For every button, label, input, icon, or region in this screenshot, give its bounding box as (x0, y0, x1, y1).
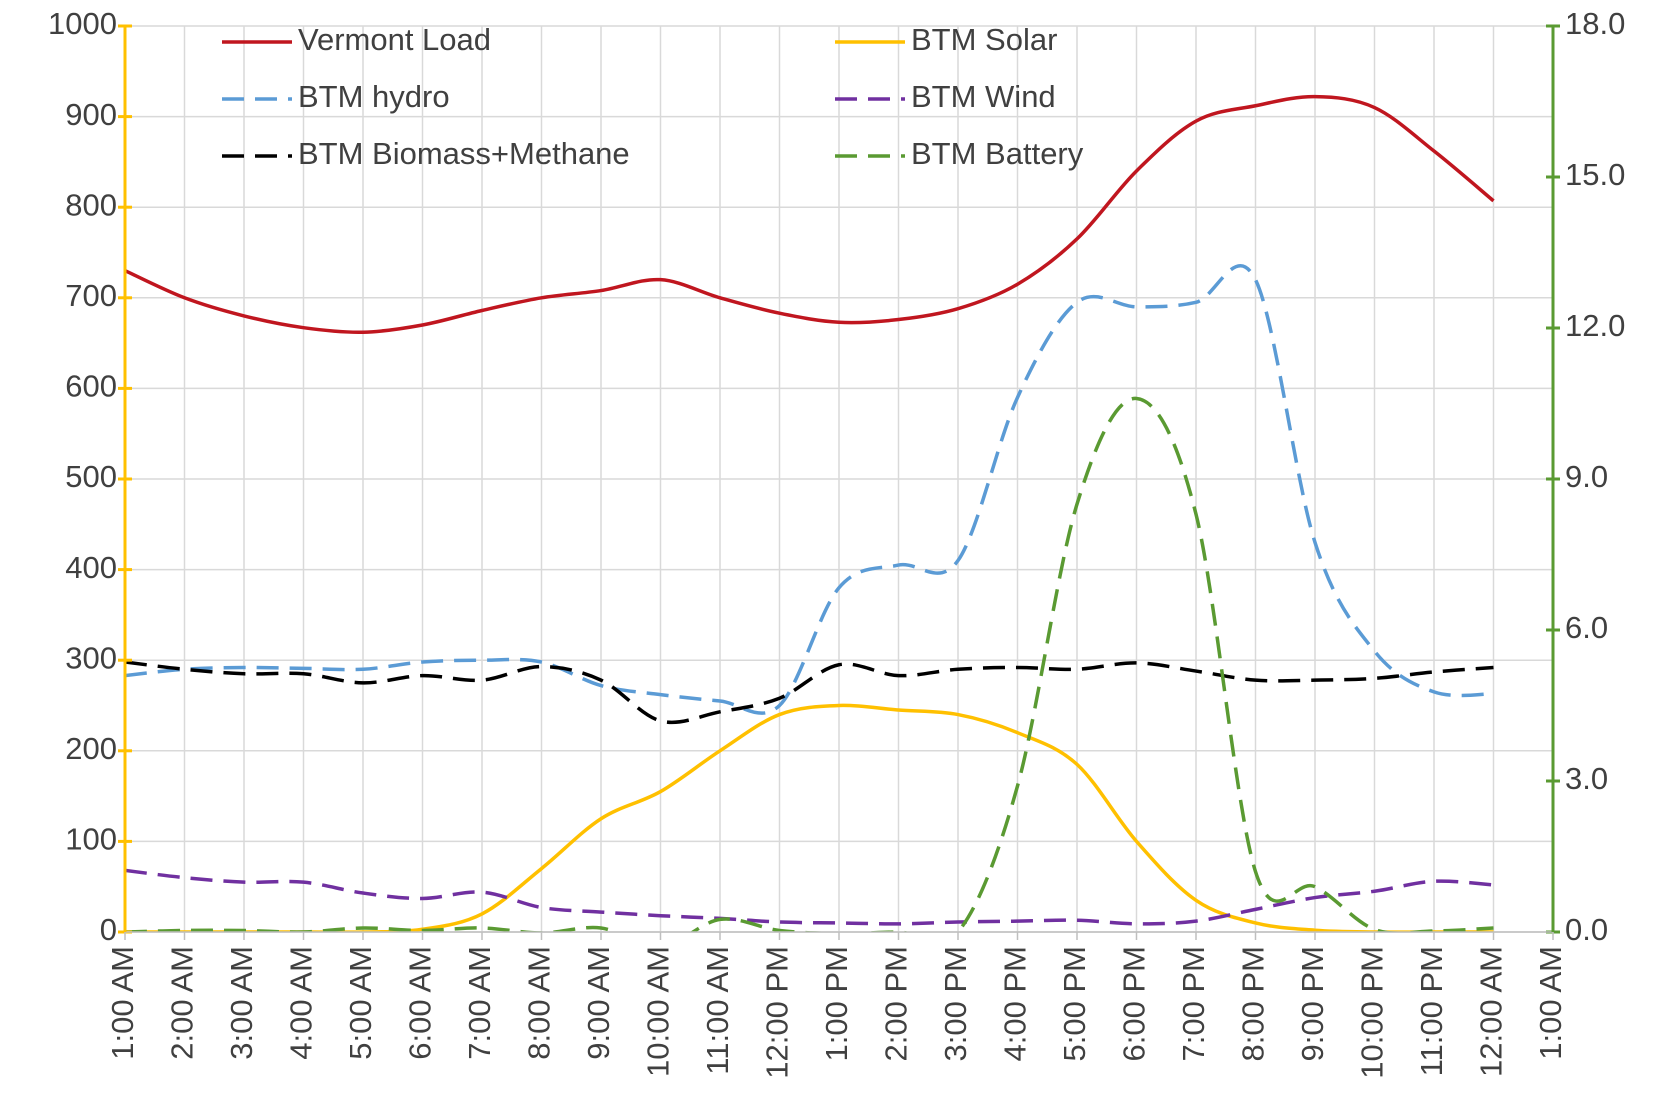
x-tick-label: 4:00 AM (284, 946, 319, 1060)
legend-label: BTM hydro (298, 79, 450, 114)
y2-tick-label: 9.0 (1565, 459, 1608, 494)
x-tick-label: 11:00 AM (700, 946, 735, 1075)
legend-label: BTM Wind (911, 79, 1056, 114)
x-tick-label: 9:00 PM (1295, 946, 1330, 1061)
x-tick-label: 1:00 PM (819, 946, 854, 1061)
x-tick-label: 5:00 AM (343, 946, 378, 1060)
y2-tick-label: 18.0 (1565, 6, 1625, 41)
series-line (125, 263, 1494, 715)
x-tick-label: 12:00 PM (760, 946, 795, 1079)
y2-tick-label: 12.0 (1565, 308, 1625, 343)
series-line (125, 94, 1495, 335)
y2-tick-label: 0.0 (1565, 912, 1608, 947)
y-tick-label: 0 (100, 912, 117, 947)
y-tick-label: 800 (65, 187, 117, 222)
x-tick-label: 7:00 AM (462, 946, 497, 1060)
x-tick-label: 11:00 PM (1414, 946, 1449, 1076)
y-tick-label: 900 (65, 97, 117, 132)
x-tick-label: 2:00 PM (879, 946, 914, 1061)
x-tick-label: 5:00 PM (1057, 946, 1092, 1061)
x-tick-label: 10:00 AM (641, 946, 676, 1077)
y2-tick-label: 3.0 (1565, 761, 1608, 796)
series-line (125, 703, 1494, 932)
y-tick-label: 500 (65, 459, 117, 494)
x-tick-label: 9:00 AM (581, 946, 616, 1060)
x-tick-label: 12:00 AM (1474, 946, 1509, 1077)
y-tick-label: 600 (65, 369, 117, 404)
y-tick-label: 400 (65, 550, 117, 585)
x-tick-label: 7:00 PM (1176, 946, 1211, 1061)
x-tick-label: 10:00 PM (1355, 946, 1390, 1079)
x-tick-label: 4:00 PM (998, 946, 1033, 1061)
y-tick-label: 700 (65, 278, 117, 313)
x-tick-label: 2:00 AM (165, 946, 200, 1060)
x-tick-label: 6:00 PM (1117, 946, 1152, 1061)
x-tick-label: 3:00 AM (224, 946, 259, 1060)
series-line (125, 660, 1494, 724)
x-tick-label: 1:00 AM (1533, 946, 1568, 1060)
y2-tick-label: 6.0 (1565, 610, 1608, 645)
legend-label: BTM Battery (911, 136, 1084, 171)
y-tick-label: 200 (65, 731, 117, 766)
y-tick-label: 100 (65, 822, 117, 857)
x-tick-label: 8:00 AM (522, 946, 557, 1060)
y-tick-label: 1000 (48, 6, 117, 41)
legend-label: Vermont Load (298, 22, 491, 57)
x-tick-label: 8:00 PM (1236, 946, 1271, 1061)
y-tick-label: 300 (65, 640, 117, 675)
series-line (125, 396, 1494, 932)
x-tick-label: 1:00 AM (105, 946, 140, 1060)
legend-label: BTM Solar (911, 22, 1057, 57)
y2-tick-label: 15.0 (1565, 157, 1625, 192)
legend-label: BTM Biomass+Methane (298, 136, 630, 171)
x-tick-label: 3:00 PM (938, 946, 973, 1061)
series-line (125, 868, 1494, 926)
x-tick-label: 6:00 AM (403, 946, 438, 1060)
